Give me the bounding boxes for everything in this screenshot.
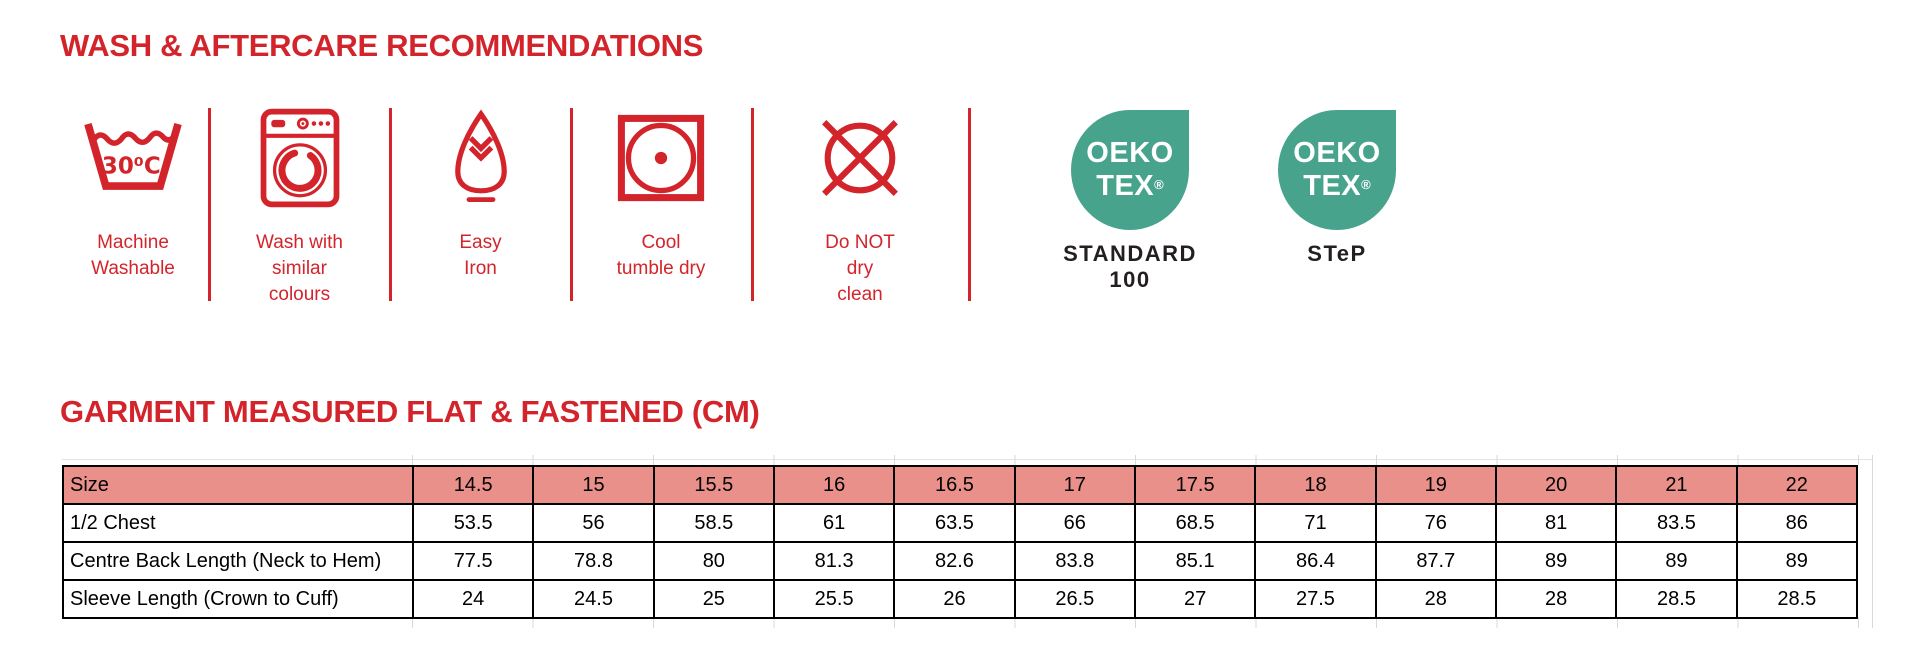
care-item-machine-washable: 30⁰C Machine Washable: [58, 98, 208, 282]
measurement-value-cell: 28: [1494, 579, 1618, 619]
cool-tumble-dry-icon: [617, 98, 705, 218]
measurement-value-cell: 82.6: [893, 541, 1016, 581]
oeko-text: OEKO: [1086, 137, 1174, 169]
measurement-value-cell: 25.5: [772, 579, 896, 619]
size-col-header: 15.5: [652, 465, 775, 505]
gridline-remnant: [412, 617, 1861, 628]
measurement-row: 1/2 Chest 53.5 56 58.5 61 63.5 66 68.5 71 76 81 83.…: [62, 503, 1859, 543]
tex-text: TEX®: [1096, 170, 1164, 202]
measurement-value-cell: 76: [1374, 503, 1497, 543]
size-header-row: Size 14.5 15 15.5 16 16.5 17 17.5 18 19 20 21 22: [62, 465, 1859, 505]
divider: [968, 108, 971, 301]
measurement-value-cell: 89: [1735, 541, 1859, 581]
divider: [389, 108, 392, 301]
size-col-header: 16.5: [893, 465, 1016, 505]
measurement-value-cell: 83.8: [1013, 541, 1136, 581]
registered-mark: ®: [1361, 177, 1371, 192]
oeko-tex-droplet-icon: OEKO TEX®: [1278, 110, 1396, 230]
care-item-easy-iron: Easy Iron: [392, 98, 569, 282]
measurement-value-cell: 89: [1494, 541, 1618, 581]
measurement-value-cell: 83.5: [1615, 503, 1738, 543]
care-item-label: Do NOT dry clean: [825, 232, 895, 305]
care-item-cool-tumble-dry: Cool tumble dry: [572, 98, 750, 282]
divider: [570, 108, 573, 301]
measurement-value-cell: 61: [772, 503, 896, 543]
size-col-header: 22: [1735, 465, 1859, 505]
measurement-value-cell: 85.1: [1133, 541, 1257, 581]
wash-care-heading: WASH & AFTERCARE RECOMMENDATIONS: [60, 28, 704, 63]
registered-mark: ®: [1154, 177, 1164, 192]
easy-iron-icon: [449, 98, 513, 218]
measurement-value-cell: 25: [652, 579, 775, 619]
care-item-wash-similar-colours: Wash with similar colours: [212, 98, 387, 308]
measurement-value-cell: 66: [1013, 503, 1136, 543]
gridline-remnant: [412, 455, 1861, 465]
size-col-header: 20: [1494, 465, 1618, 505]
measurement-value-cell: 86.4: [1254, 541, 1377, 581]
oeko-tex-standard-100-badge: OEKO TEX® STANDARD 100: [1055, 110, 1205, 293]
care-item-label: Cool tumble dry: [616, 232, 706, 279]
measurement-value-cell: 80: [652, 541, 775, 581]
measurement-row-label: Centre Back Length (Neck to Hem): [62, 541, 414, 581]
size-col-header: 21: [1615, 465, 1738, 505]
size-chart-heading: GARMENT MEASURED FLAT & FASTENED (CM): [60, 394, 760, 429]
measurement-value-cell: 77.5: [411, 541, 535, 581]
tex-text: TEX®: [1303, 170, 1371, 202]
size-header-label: Size: [62, 465, 414, 505]
measurement-value-cell: 71: [1254, 503, 1377, 543]
measurement-row-label: 1/2 Chest: [62, 503, 414, 543]
size-table-wrap: Size 14.5 15 15.5 16 16.5 17 17.5 18 19 20 21 22 1/2…: [62, 465, 1859, 619]
measurement-value-cell: 24: [411, 579, 535, 619]
measurement-value-cell: 68.5: [1133, 503, 1257, 543]
measurement-value-cell: 26.5: [1013, 579, 1136, 619]
oeko-tex-step-badge: OEKO TEX® STeP: [1262, 110, 1412, 267]
measurement-value-cell: 86: [1735, 503, 1859, 543]
size-col-header: 17: [1013, 465, 1136, 505]
cert-label-step: STeP: [1307, 241, 1367, 266]
washing-machine-icon: [259, 98, 341, 218]
measurement-value-cell: 27.5: [1254, 579, 1377, 619]
measurement-value-cell: 87.7: [1374, 541, 1497, 581]
measurement-value-cell: 56: [532, 503, 655, 543]
measurement-row: Centre Back Length (Neck to Hem) 77.5 78.8…: [62, 541, 1859, 581]
size-col-header: 15: [532, 465, 655, 505]
cert-label-standard-100: STANDARD 100: [1063, 241, 1197, 292]
measurement-value-cell: 78.8: [532, 541, 655, 581]
machine-washable-icon: 30⁰C: [82, 98, 184, 218]
divider: [751, 108, 754, 301]
measurement-value-cell: 81.3: [772, 541, 896, 581]
care-item-label: Easy Iron: [459, 232, 502, 279]
oeko-tex-droplet-icon: OEKO TEX®: [1071, 110, 1189, 230]
measurement-value-cell: 63.5: [893, 503, 1016, 543]
size-col-header: 17.5: [1133, 465, 1257, 505]
divider: [208, 108, 211, 301]
measurement-value-cell: 28.5: [1735, 579, 1859, 619]
measurement-value-cell: 53.5: [411, 503, 535, 543]
size-col-header: 16: [772, 465, 896, 505]
care-item-do-not-dry-clean: Do NOT dry clean: [755, 98, 965, 308]
size-table: Size 14.5 15 15.5 16 16.5 17 17.5 18 19 20 21 22 1/2…: [62, 465, 1859, 619]
measurement-value-cell: 58.5: [652, 503, 775, 543]
wash-temperature: 30⁰C: [102, 153, 161, 179]
measurement-value-cell: 28: [1374, 579, 1497, 619]
size-col-header: 19: [1374, 465, 1497, 505]
measurement-value-cell: 27: [1133, 579, 1257, 619]
care-item-label: Wash with similar colours: [256, 232, 343, 305]
gridline-remnant: [1872, 455, 1873, 628]
size-col-header: 14.5: [411, 465, 535, 505]
oeko-text: OEKO: [1293, 137, 1381, 169]
size-table-head: Size 14.5 15 15.5 16 16.5 17 17.5 18 19 20 21 22: [62, 465, 1859, 505]
measurement-row-label: Sleeve Length (Crown to Cuff): [62, 579, 414, 619]
care-item-label: Machine Washable: [91, 232, 175, 279]
size-table-body: 1/2 Chest 53.5 56 58.5 61 63.5 66 68.5 71 76 81 83.…: [62, 503, 1859, 619]
measurement-value-cell: 24.5: [532, 579, 655, 619]
measurement-value-cell: 26: [893, 579, 1016, 619]
measurement-value-cell: 28.5: [1615, 579, 1738, 619]
do-not-dry-clean-icon: [812, 98, 908, 218]
measurement-row: Sleeve Length (Crown to Cuff) 24 24.5 25 25.…: [62, 579, 1859, 619]
measurement-value-cell: 89: [1615, 541, 1738, 581]
measurement-value-cell: 81: [1494, 503, 1618, 543]
size-col-header: 18: [1254, 465, 1377, 505]
